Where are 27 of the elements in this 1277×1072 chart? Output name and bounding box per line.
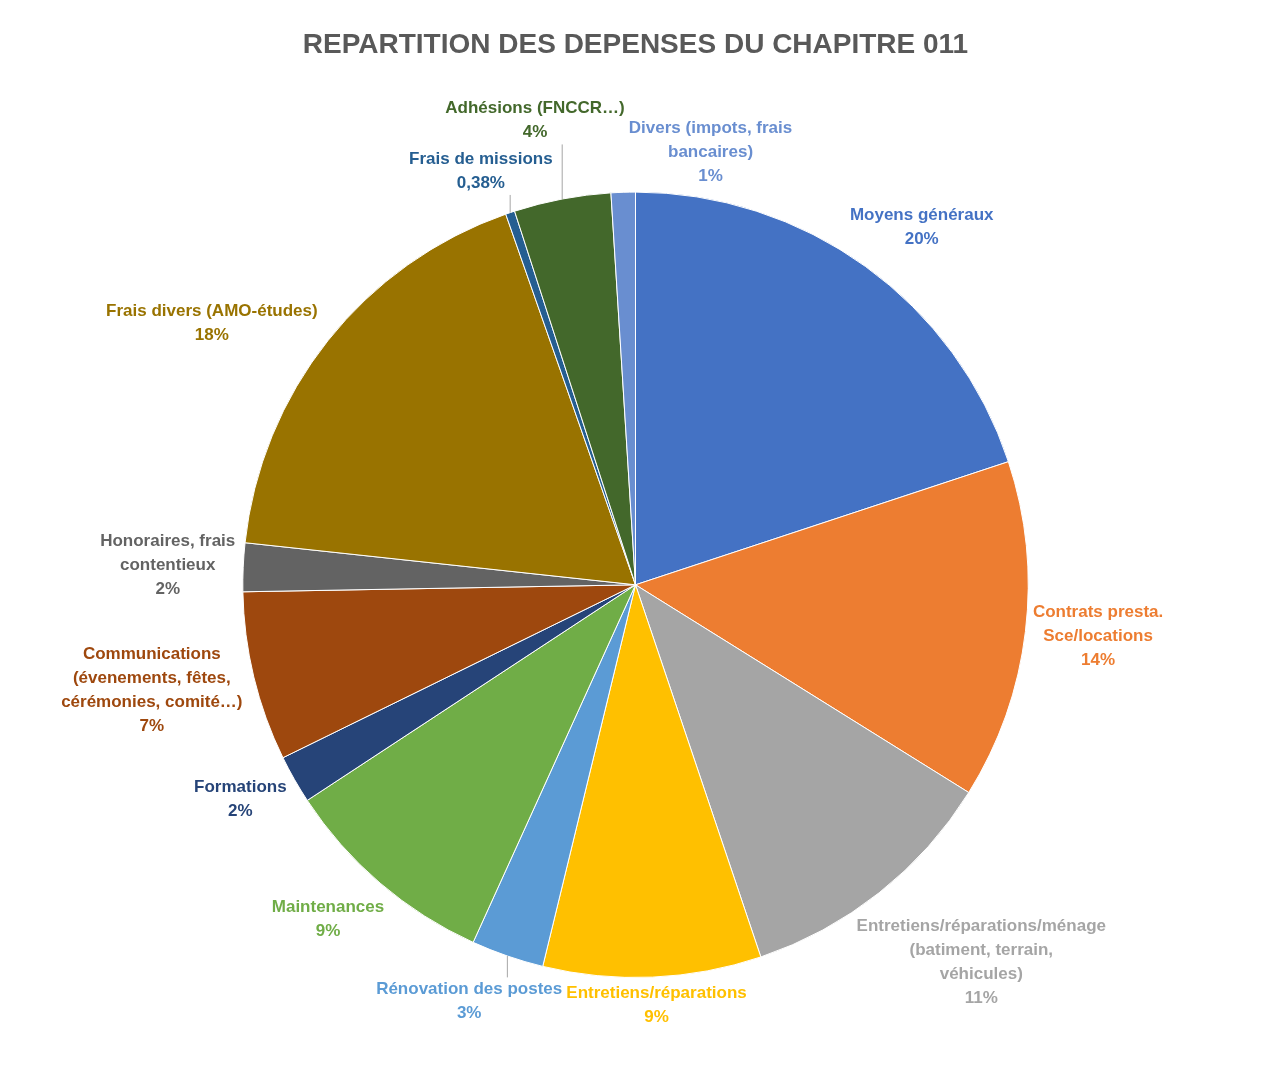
slice-label: Divers (impots, frais bancaires)	[628, 118, 793, 161]
data-label: 14%	[1081, 650, 1116, 670]
data-label: 0,38%	[456, 172, 505, 192]
slice-label: Communications (évenements, fêtes, cérémonies, comité…)	[61, 643, 243, 711]
data-label: 7%	[139, 715, 165, 735]
data-label: 1%	[698, 166, 723, 185]
slice-label: Frais de missions	[409, 148, 553, 168]
slice-label: Maintenances	[271, 897, 385, 917]
data-label: 20%	[904, 229, 939, 249]
slice-label: Frais divers (AMO-études)	[106, 301, 318, 321]
data-label: 4%	[522, 122, 548, 142]
data-label: 2%	[155, 578, 181, 598]
data-label: 11%	[964, 987, 998, 1007]
data-label: 18%	[194, 325, 229, 345]
slice-label: Contrats presta. Sce/locations	[1032, 602, 1164, 646]
slice-label: Entretiens/réparations	[566, 982, 747, 1002]
data-label: 2%	[228, 800, 253, 820]
data-label: 3%	[456, 1003, 482, 1023]
slice-label: Moyens généraux	[849, 205, 995, 225]
slice-label: Honoraires, frais contentieux	[100, 530, 236, 574]
data-label: 9%	[644, 1006, 669, 1026]
slice-label: Entretiens/réparations/ménage (batiment, terrain, véhicules)	[856, 915, 1106, 983]
slice-label: Rénovation des postes	[376, 979, 563, 999]
chart-title: REPARTITION DES DEPENSES DU CHAPITRE 011	[302, 27, 969, 59]
slice-label: Adhésions (FNCCR…)	[445, 98, 625, 118]
slice-label: Formations	[194, 776, 287, 796]
data-label: 9%	[315, 921, 341, 941]
